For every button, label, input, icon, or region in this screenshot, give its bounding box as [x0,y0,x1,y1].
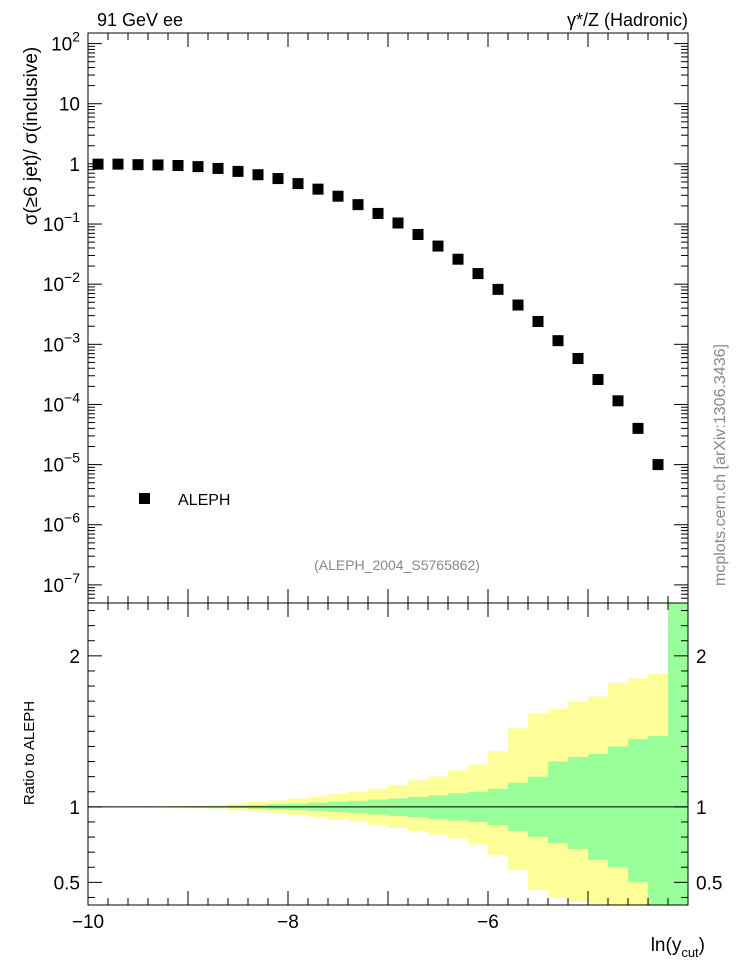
main-y-tick-label-exp: −4 [64,389,80,405]
legend-label-aleph: ALEPH [178,492,230,509]
x-axis-title-sub: cut [681,945,699,960]
header-left-label: 91 GeV ee [97,10,183,30]
main-y-tick-label: 10−3 [43,329,80,356]
data-point [112,158,124,170]
data-point [372,207,384,219]
data-point [152,159,164,171]
header-right-label: γ*/Z (Hadronic) [567,10,688,30]
main-y-tick-label: 10−7 [43,570,80,597]
main-y-tick-label: 1 [69,155,80,176]
data-point [172,159,184,171]
data-point [452,253,464,265]
ratio-band-bin-stat [648,735,668,905]
data-point [232,165,244,177]
ratio-band-bin-stat [548,761,568,844]
ratio-y-tick-label: 2 [69,647,80,668]
ratio-y-tick-label-right: 1 [696,798,707,819]
main-y-tick-label: 10 [59,95,80,116]
x-axis-title: ln(ycut) [651,935,705,960]
data-point [572,353,584,365]
x-tick-label: −6 [477,912,499,933]
main-y-axis-title: σ(≥6 jet)/ σ(inclusive) [21,47,42,226]
ratio-band-bin-stat [668,603,688,905]
data-point [332,190,344,202]
main-y-tick-label-exp: −1 [64,209,80,225]
data-point [392,217,404,229]
main-y-tick-label: 10−4 [43,389,80,416]
main-y-tick-label-exp: −2 [64,269,80,285]
data-point [632,422,644,434]
data-point [432,240,444,252]
x-axis-title-close: ) [699,935,705,956]
x-tick-label: −8 [277,912,299,933]
ratio-y-tick-label: 1 [69,798,80,819]
main-y-tick-label-base: 10 [59,95,80,116]
ratio-bands [88,603,688,905]
main-y-tick-label-exp: −6 [64,510,80,526]
main-marks [92,158,664,471]
main-y-tick-label: 10−2 [43,269,80,296]
main-y-tick-label-base: 10 [43,395,64,416]
ratio-frame [87,602,689,906]
main-y-tick-label-base: 10 [43,516,64,537]
analysis-ref: (ALEPH_2004_S5765862) [314,557,480,573]
data-point [512,299,524,311]
ratio-band-bin-stat [628,738,648,883]
ratio-panel: 0.5 0.5 1 1 2 2 −10 −8 −6 Ratio to ALEPH ln(ycut… [21,602,722,960]
main-y-tick-label: 10−1 [43,209,80,236]
main-y-tick-label: 102 [51,29,80,56]
data-point [352,199,364,211]
data-point [192,161,204,173]
ratio-y-tick-label: 0.5 [54,873,80,894]
main-frame [87,32,689,604]
main-y-tick-label-base: 10 [43,335,64,356]
ratio-y-tick-label-right: 0.5 [696,873,722,894]
data-point [472,268,484,280]
data-point [652,459,664,471]
data-point [412,228,424,240]
main-y-tick-label-base: 10 [43,275,64,296]
main-y-tick-label-exp: −5 [64,450,80,466]
ratio-axes: 0.5 0.5 1 1 2 2 −10 −8 −6 [54,603,722,933]
data-point [212,162,224,174]
ratio-band-bin-stat [568,757,588,850]
data-point [292,178,304,190]
data-point [492,283,504,295]
x-tick-label: −10 [72,912,104,933]
data-point [272,173,284,185]
main-y-tick-label-base: 10 [43,576,64,597]
main-y-tick-label-base: 10 [51,35,72,56]
main-y-tick-label: 10−5 [43,450,80,477]
data-point [312,183,324,195]
data-point [552,335,564,347]
ratio-y-axis-title: Ratio to ALEPH [21,701,38,805]
ratio-y-tick-label-right: 2 [696,647,707,668]
main-y-tick-label-exp: −3 [64,329,80,345]
data-point [612,395,624,407]
side-label: mcplots.cern.ch [arXiv:1306.3436] [712,344,729,586]
data-point [592,374,604,386]
x-axis-title-base: ln(y [651,935,682,956]
data-point [252,169,264,181]
main-y-tick-label-exp: −7 [64,570,80,586]
main-y-tick-label: 10−6 [43,510,80,537]
main-y-tick-label-base: 10 [43,456,64,477]
data-point [132,159,144,171]
main-y-tick-label-base: 10 [43,215,64,236]
data-point [532,315,544,327]
main-y-tick-label-exp: 2 [72,29,80,45]
legend-marker [139,493,150,504]
legend: ALEPH [139,492,230,509]
main-y-tick-label-base: 1 [69,155,80,176]
